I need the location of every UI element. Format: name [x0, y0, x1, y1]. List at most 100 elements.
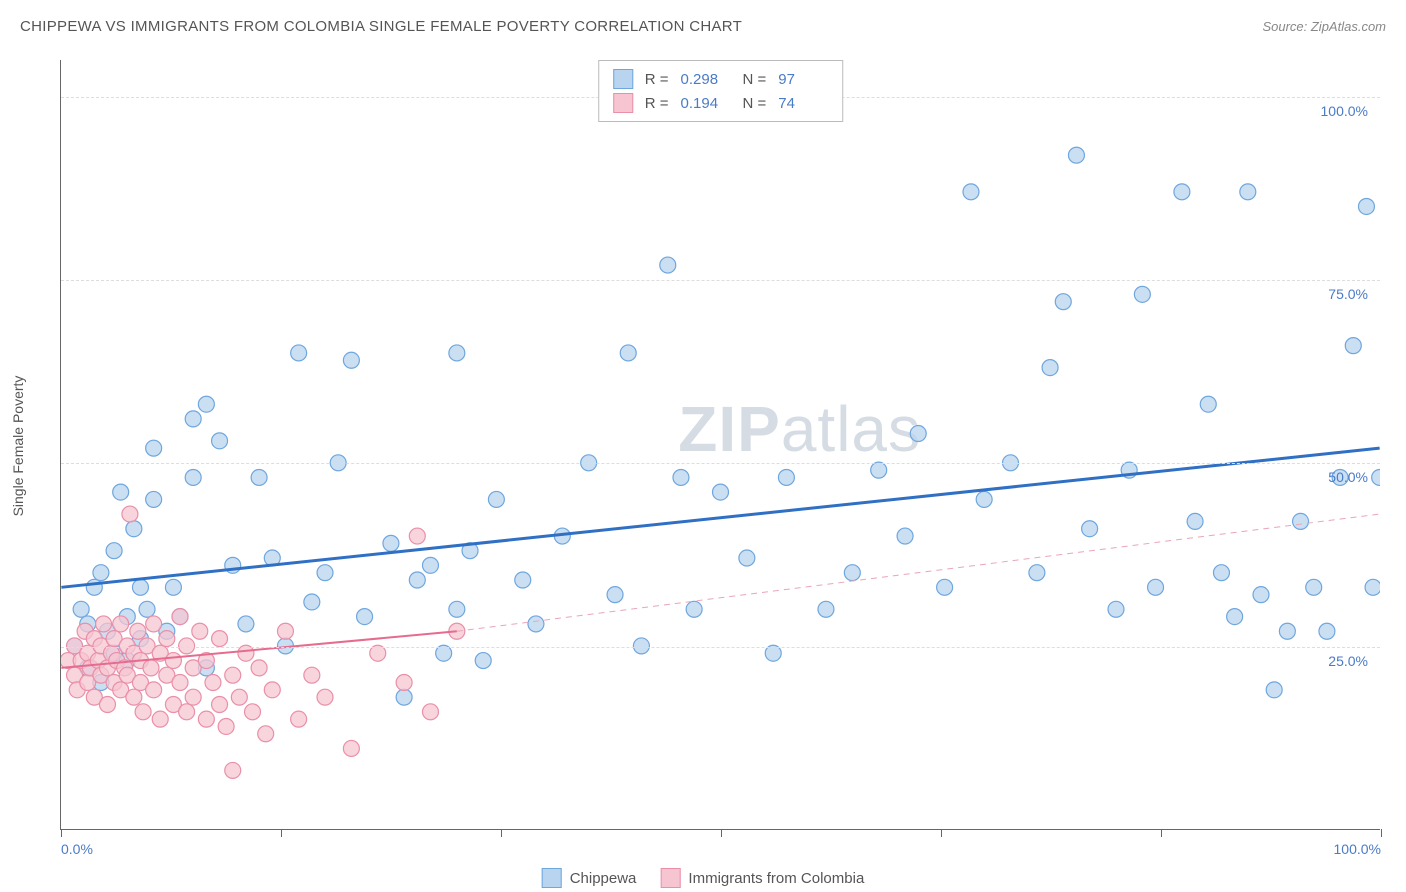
data-point	[185, 411, 201, 427]
data-point	[1365, 579, 1380, 595]
legend-swatch	[660, 868, 680, 888]
x-tick	[1381, 829, 1382, 837]
data-point	[205, 675, 221, 691]
data-point	[146, 616, 162, 632]
chart-title: CHIPPEWA VS IMMIGRANTS FROM COLOMBIA SIN…	[20, 18, 742, 35]
data-point	[1345, 338, 1361, 354]
data-point	[910, 426, 926, 442]
data-point	[126, 521, 142, 537]
data-point	[1306, 579, 1322, 595]
legend-label: Chippewa	[570, 870, 637, 887]
data-point	[135, 704, 151, 720]
legend: Chippewa Immigrants from Colombia	[542, 868, 865, 888]
data-point	[1213, 565, 1229, 581]
data-point	[1319, 623, 1335, 639]
data-point	[198, 396, 214, 412]
data-point	[291, 711, 307, 727]
data-point	[172, 609, 188, 625]
correlation-stats-box: R = 0.298 N = 97 R = 0.194 N = 74	[598, 60, 844, 122]
data-point	[251, 660, 267, 676]
data-point	[739, 550, 755, 566]
data-point	[152, 711, 168, 727]
x-tick	[501, 829, 502, 837]
stats-row: R = 0.298 N = 97	[613, 67, 829, 91]
data-point	[185, 469, 201, 485]
legend-item: Immigrants from Colombia	[660, 868, 864, 888]
data-point	[1253, 587, 1269, 603]
data-point	[1227, 609, 1243, 625]
data-point	[713, 484, 729, 500]
n-label: N =	[743, 95, 767, 112]
data-point	[1358, 198, 1374, 214]
data-point	[488, 491, 504, 507]
x-tick	[941, 829, 942, 837]
data-point	[258, 726, 274, 742]
data-point	[422, 557, 438, 573]
data-point	[686, 601, 702, 617]
data-point	[963, 184, 979, 200]
data-point	[897, 528, 913, 544]
n-label: N =	[743, 71, 767, 88]
data-point	[475, 653, 491, 669]
data-point	[277, 623, 293, 639]
data-point	[185, 689, 201, 705]
data-point	[1068, 147, 1084, 163]
data-point	[245, 704, 261, 720]
legend-swatch	[613, 93, 633, 113]
data-point	[818, 601, 834, 617]
legend-item: Chippewa	[542, 868, 637, 888]
gridline	[61, 463, 1380, 464]
data-point	[1082, 521, 1098, 537]
data-point	[976, 491, 992, 507]
data-point	[146, 682, 162, 698]
legend-label: Immigrants from Colombia	[688, 870, 864, 887]
data-point	[251, 469, 267, 485]
data-point	[132, 579, 148, 595]
y-axis-label: Single Female Poverty	[10, 376, 26, 517]
data-point	[409, 528, 425, 544]
data-point	[212, 433, 228, 449]
legend-swatch	[542, 868, 562, 888]
r-value: 0.194	[681, 95, 731, 112]
gridline	[61, 280, 1380, 281]
data-point	[172, 675, 188, 691]
data-point	[660, 257, 676, 273]
data-point	[515, 572, 531, 588]
x-tick	[61, 829, 62, 837]
data-point	[179, 704, 195, 720]
source-label: Source: ZipAtlas.com	[1262, 19, 1386, 34]
data-point	[264, 682, 280, 698]
data-point	[343, 352, 359, 368]
data-point	[871, 462, 887, 478]
data-point	[1148, 579, 1164, 595]
data-point	[122, 506, 138, 522]
x-tick	[1161, 829, 1162, 837]
data-point	[1372, 469, 1380, 485]
data-point	[1134, 286, 1150, 302]
data-point	[1042, 360, 1058, 376]
data-point	[1240, 184, 1256, 200]
data-point	[528, 616, 544, 632]
data-point	[304, 667, 320, 683]
data-point	[1174, 184, 1190, 200]
y-tick-label: 100.0%	[1321, 103, 1368, 119]
r-label: R =	[645, 95, 669, 112]
data-point	[409, 572, 425, 588]
data-point	[620, 345, 636, 361]
data-point	[317, 689, 333, 705]
data-point	[146, 491, 162, 507]
data-point	[422, 704, 438, 720]
r-label: R =	[645, 71, 669, 88]
data-point	[146, 440, 162, 456]
data-point	[130, 623, 146, 639]
data-point	[383, 535, 399, 551]
data-point	[778, 469, 794, 485]
data-point	[449, 601, 465, 617]
data-point	[86, 579, 102, 595]
data-point	[396, 689, 412, 705]
data-point	[1200, 396, 1216, 412]
data-point	[225, 667, 241, 683]
data-point	[1293, 513, 1309, 529]
data-point	[357, 609, 373, 625]
x-tick	[281, 829, 282, 837]
